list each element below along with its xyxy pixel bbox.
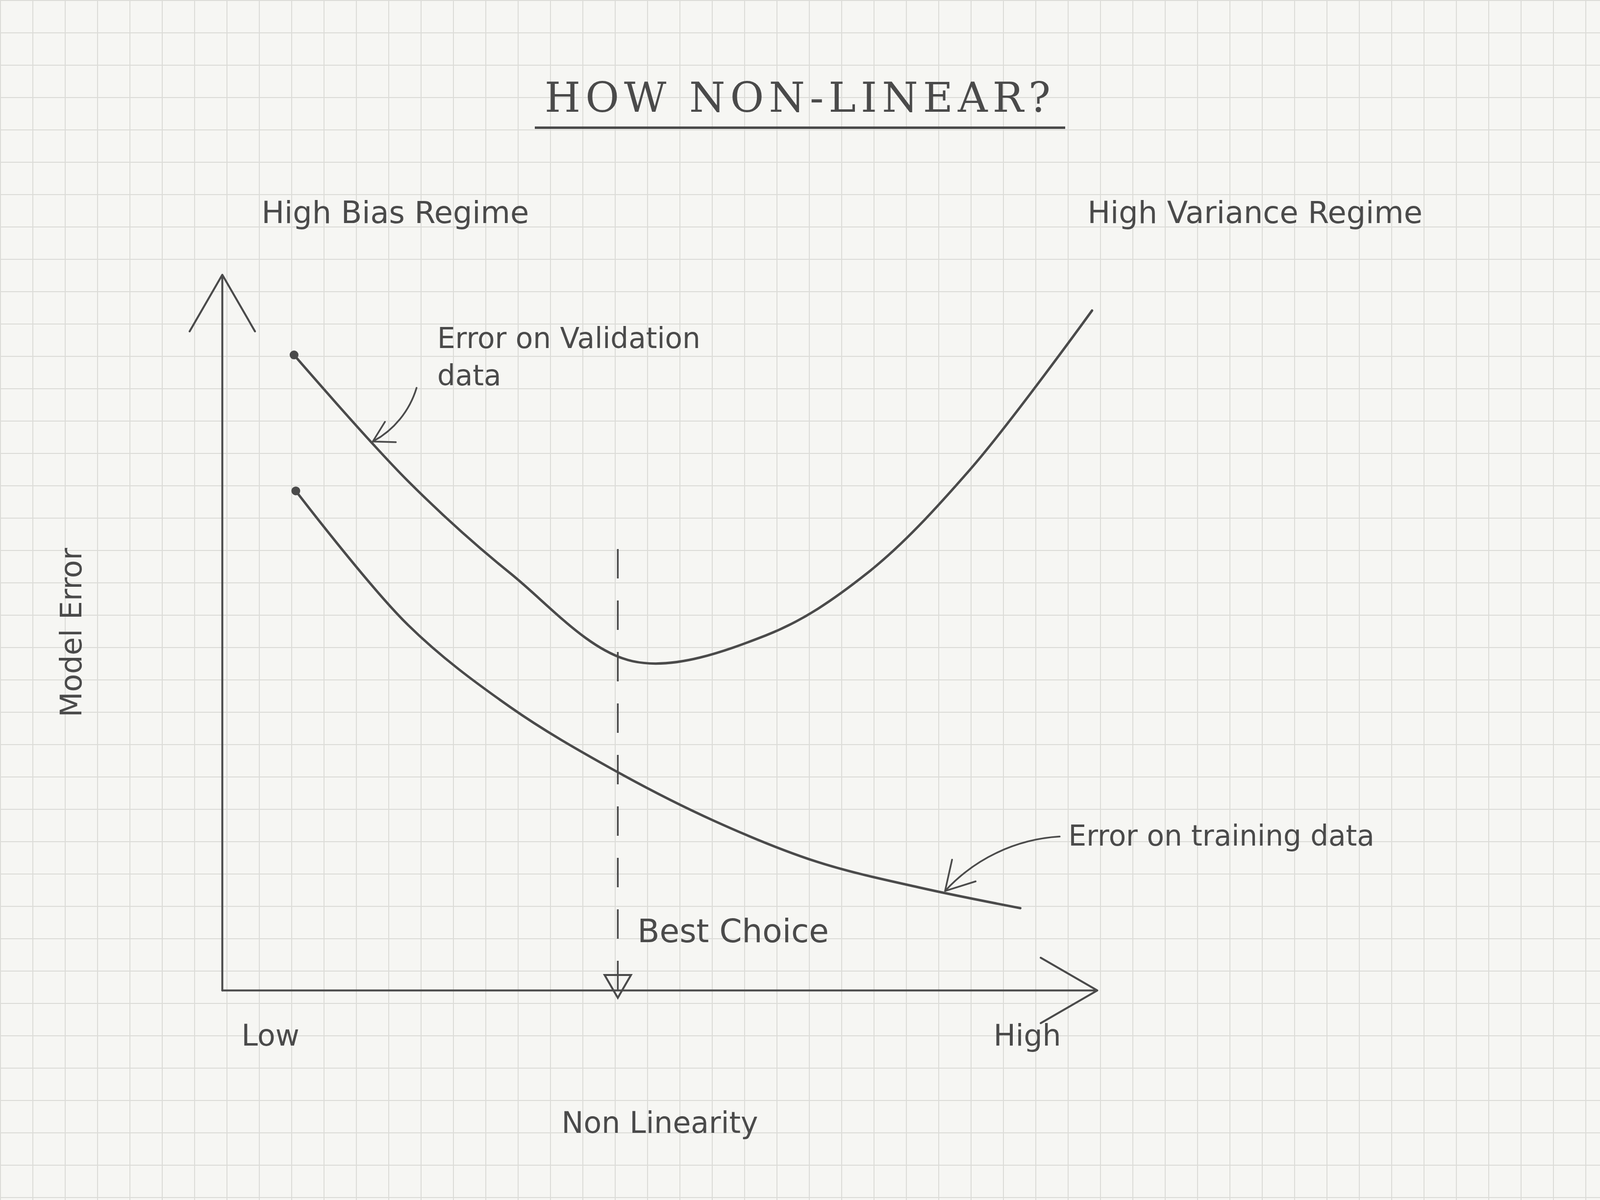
html-text:HOW NON-LINEAR?: HOW NON-LINEAR? <box>544 73 1056 122</box>
svg-text:High Bias Regime: High Bias Regime <box>261 194 530 231</box>
svg-text:Error on training data: Error on training data <box>1068 819 1375 853</box>
svg-text:Low: Low <box>241 1018 300 1053</box>
svg-text:Error on Validationdata: Error on Validationdata <box>437 321 701 392</box>
svg-text:High Variance Regime: High Variance Regime <box>1087 194 1423 231</box>
svg-text:Model Error: Model Error <box>53 547 89 718</box>
svg-text:High: High <box>993 1018 1062 1053</box>
svg-text:Non Linearity: Non Linearity <box>561 1105 759 1140</box>
svg-text:Best Choice: Best Choice <box>637 912 829 950</box>
